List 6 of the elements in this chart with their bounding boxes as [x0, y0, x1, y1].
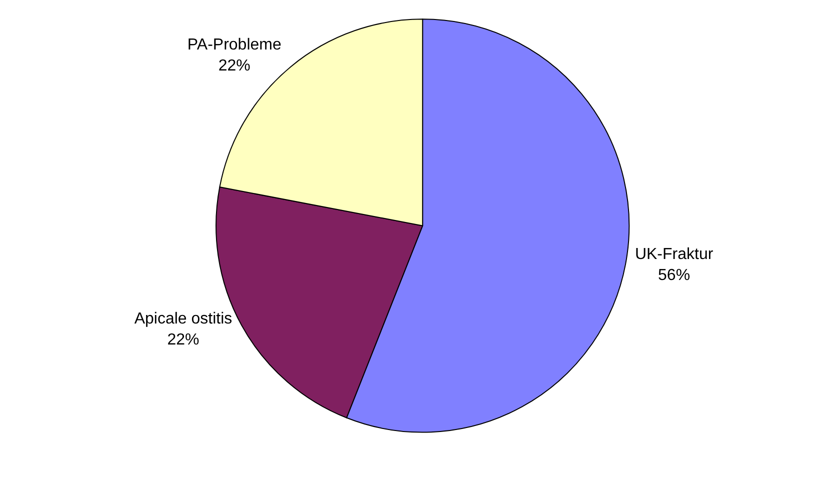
slice-label: PA-Probleme [187, 36, 282, 54]
data-label: 22% [167, 332, 200, 349]
slice-label: Apicale ostitis [134, 310, 232, 328]
data-label: 56% [658, 266, 690, 284]
slice-label: UK-Fraktur [634, 246, 714, 264]
data-label: 22% [218, 57, 250, 74]
